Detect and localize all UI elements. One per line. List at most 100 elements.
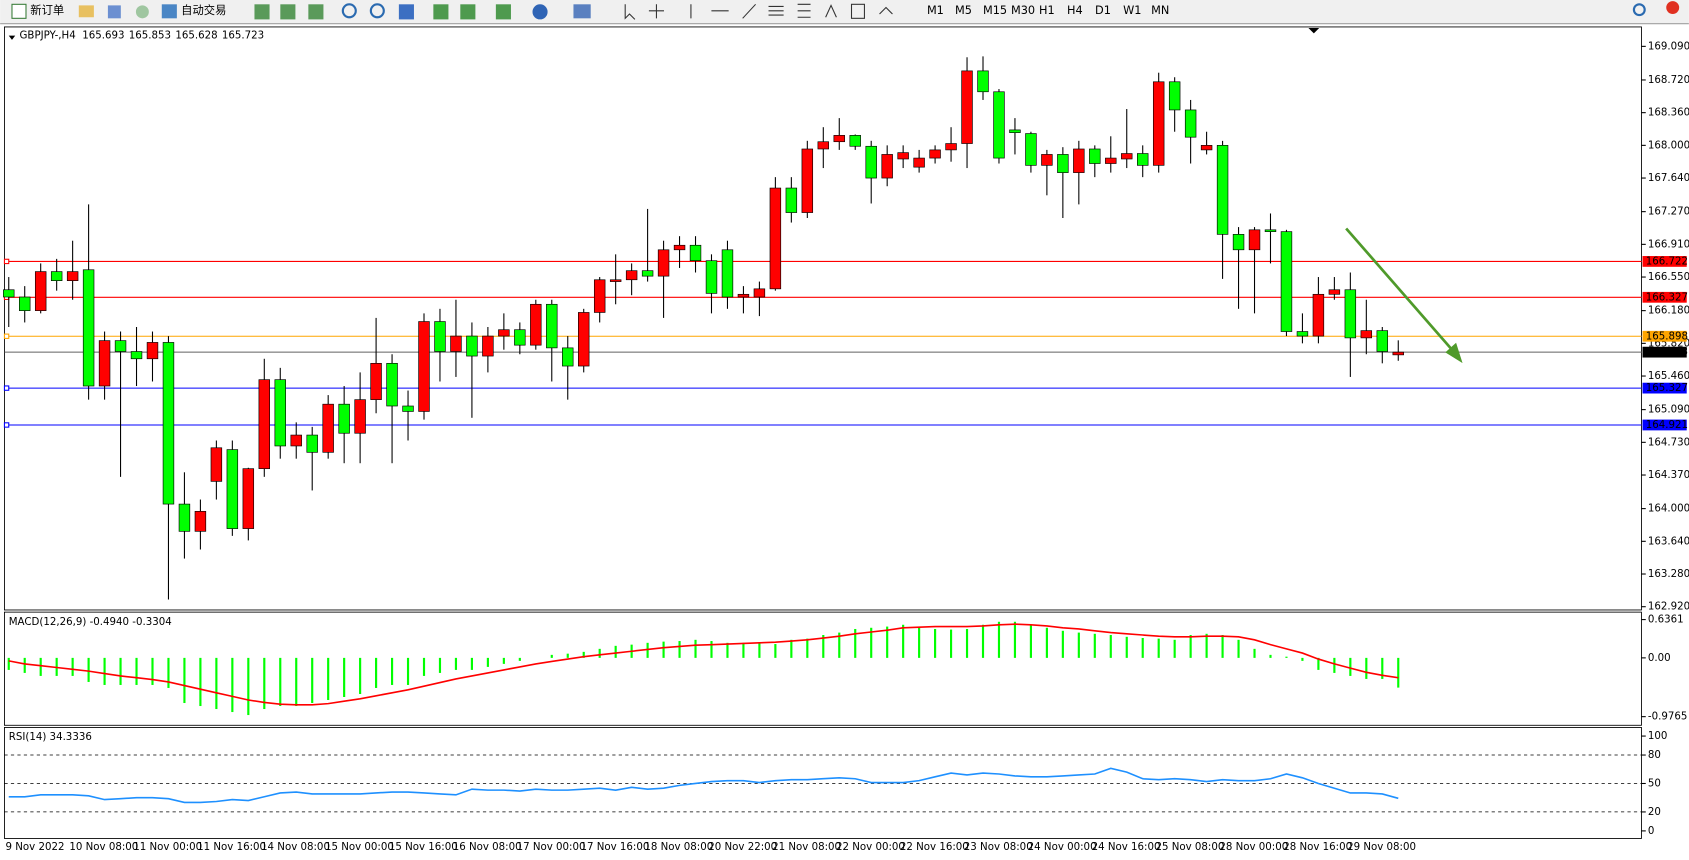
candle-body <box>1089 148 1101 164</box>
x-tick-label: 9 Nov 2022 <box>6 842 65 853</box>
price-level-tag <box>1642 419 1687 431</box>
y-tick-label: 167.270 <box>1648 207 1689 218</box>
macd-title: MACD(12,26,9) -0.4940 -0.3304 <box>9 617 172 628</box>
price-level-tag <box>1642 256 1687 267</box>
cursor-tool[interactable] <box>624 4 636 20</box>
icon[interactable] <box>460 4 476 20</box>
y-tick-label: 168.000 <box>1648 140 1689 151</box>
candle-body <box>66 271 79 281</box>
icon[interactable] <box>135 5 149 19</box>
price-level-tag <box>1642 291 1687 303</box>
arrow-tool[interactable] <box>879 6 893 15</box>
icon[interactable] <box>254 4 270 20</box>
candle-body <box>1057 154 1069 173</box>
candle-body <box>3 289 15 298</box>
y-tick-label: 163.640 <box>1648 536 1689 547</box>
auto-trading-button[interactable]: 自动交易 <box>181 3 226 17</box>
candle-body <box>162 342 175 505</box>
x-tick-label: 28 Nov 00:00 <box>1219 842 1288 853</box>
y-tick-label: 168.360 <box>1648 108 1689 119</box>
timeframe-button[interactable]: M5 <box>955 4 972 17</box>
notifications[interactable] <box>1666 1 1680 15</box>
plot: 165.693 165.853 165.628 165.723 169.090 168.7… <box>3 31 1689 853</box>
y-tick-label: 0 <box>1648 826 1655 837</box>
candle-body <box>386 362 398 407</box>
candle-body <box>817 141 830 150</box>
new-order-icon[interactable] <box>11 3 27 19</box>
timeframes: M1 M5 M15 M30 H1 H4 D1 W1 MN <box>927 4 1169 17</box>
templates[interactable] <box>573 4 591 19</box>
y-tick-label: 165.820 <box>1648 338 1689 349</box>
icon[interactable] <box>107 5 121 19</box>
y-tick-label: -0.9765 <box>1648 712 1687 723</box>
candle-body <box>785 187 798 213</box>
text-tool[interactable] <box>825 4 837 18</box>
candle-body <box>1041 154 1053 166</box>
timeframe-button[interactable]: MN <box>1151 4 1169 17</box>
price-level-label: 165.898 <box>1646 331 1688 342</box>
y-tick-label: 164.000 <box>1648 504 1689 515</box>
label-tool[interactable] <box>850 3 865 19</box>
y-tick-label: 167.640 <box>1648 173 1689 184</box>
zoom-out[interactable] <box>369 3 385 19</box>
timeframe-button[interactable]: D1 <box>1095 4 1111 17</box>
timeframe-button[interactable]: M15 <box>983 4 1007 17</box>
candle-body <box>130 351 143 360</box>
candle-body <box>977 70 989 93</box>
candle-body <box>705 260 718 294</box>
icon[interactable] <box>280 4 296 20</box>
candle-body <box>98 340 111 387</box>
candle-body <box>290 434 302 447</box>
candle-body <box>1200 145 1213 151</box>
candle-body <box>961 70 973 144</box>
icon[interactable] <box>308 4 324 20</box>
y-tick-label: 0.00 <box>1648 653 1671 664</box>
x-tick-label: 22 Nov 00:00 <box>836 842 905 853</box>
candle-body <box>370 362 382 400</box>
y-tick-label: 168.720 <box>1648 75 1689 86</box>
icon[interactable] <box>78 5 94 18</box>
candle-body <box>801 148 814 213</box>
candle-body <box>593 279 606 313</box>
candle-body <box>146 342 159 360</box>
icon[interactable] <box>433 4 449 20</box>
candle-body <box>258 379 271 469</box>
candle-body <box>562 347 574 367</box>
candle-body <box>1344 289 1357 339</box>
x-tick-label: 17 Nov 16:00 <box>580 842 649 853</box>
candle-body <box>210 447 223 482</box>
candle-body <box>945 143 957 151</box>
candle-body <box>1312 293 1325 337</box>
timeframe-button[interactable]: W1 <box>1123 4 1141 17</box>
indicators[interactable] <box>495 4 511 20</box>
zoom-in[interactable] <box>341 3 357 19</box>
auto-trading-icon[interactable] <box>161 4 177 19</box>
new-order-button[interactable]: 新订单 <box>30 3 64 17</box>
candle-body <box>1296 331 1309 337</box>
timeframe-button[interactable]: H4 <box>1067 4 1083 17</box>
y-tick-label: 164.730 <box>1648 437 1689 448</box>
candle-body <box>849 135 861 147</box>
trend-arrow <box>1345 227 1459 357</box>
candle-body <box>306 434 318 453</box>
price-level-handle <box>3 333 10 339</box>
timeframe-button[interactable]: H1 <box>1039 4 1055 17</box>
timeframe-button[interactable]: M1 <box>927 4 944 17</box>
x-tick-label: 28 Nov 16:00 <box>1283 842 1352 853</box>
y-tick-label: 166.180 <box>1648 306 1689 317</box>
x-tick-label: 15 Nov 00:00 <box>325 842 394 853</box>
candle-body <box>721 249 734 298</box>
timeframe-button[interactable]: M30 <box>1011 4 1035 17</box>
periods[interactable] <box>532 4 548 20</box>
candle-body <box>178 503 191 532</box>
drawing-tools[interactable] <box>690 3 811 19</box>
icon[interactable] <box>398 4 414 20</box>
y-tick-label: 80 <box>1648 750 1661 761</box>
crosshair-tool[interactable] <box>648 4 664 19</box>
search[interactable] <box>1632 3 1646 17</box>
candle-body <box>897 152 909 160</box>
candle-body <box>1184 109 1197 138</box>
candle-body <box>1105 157 1117 164</box>
candle-body <box>689 244 702 262</box>
x-tick-label: 24 Nov 16:00 <box>1092 842 1161 853</box>
